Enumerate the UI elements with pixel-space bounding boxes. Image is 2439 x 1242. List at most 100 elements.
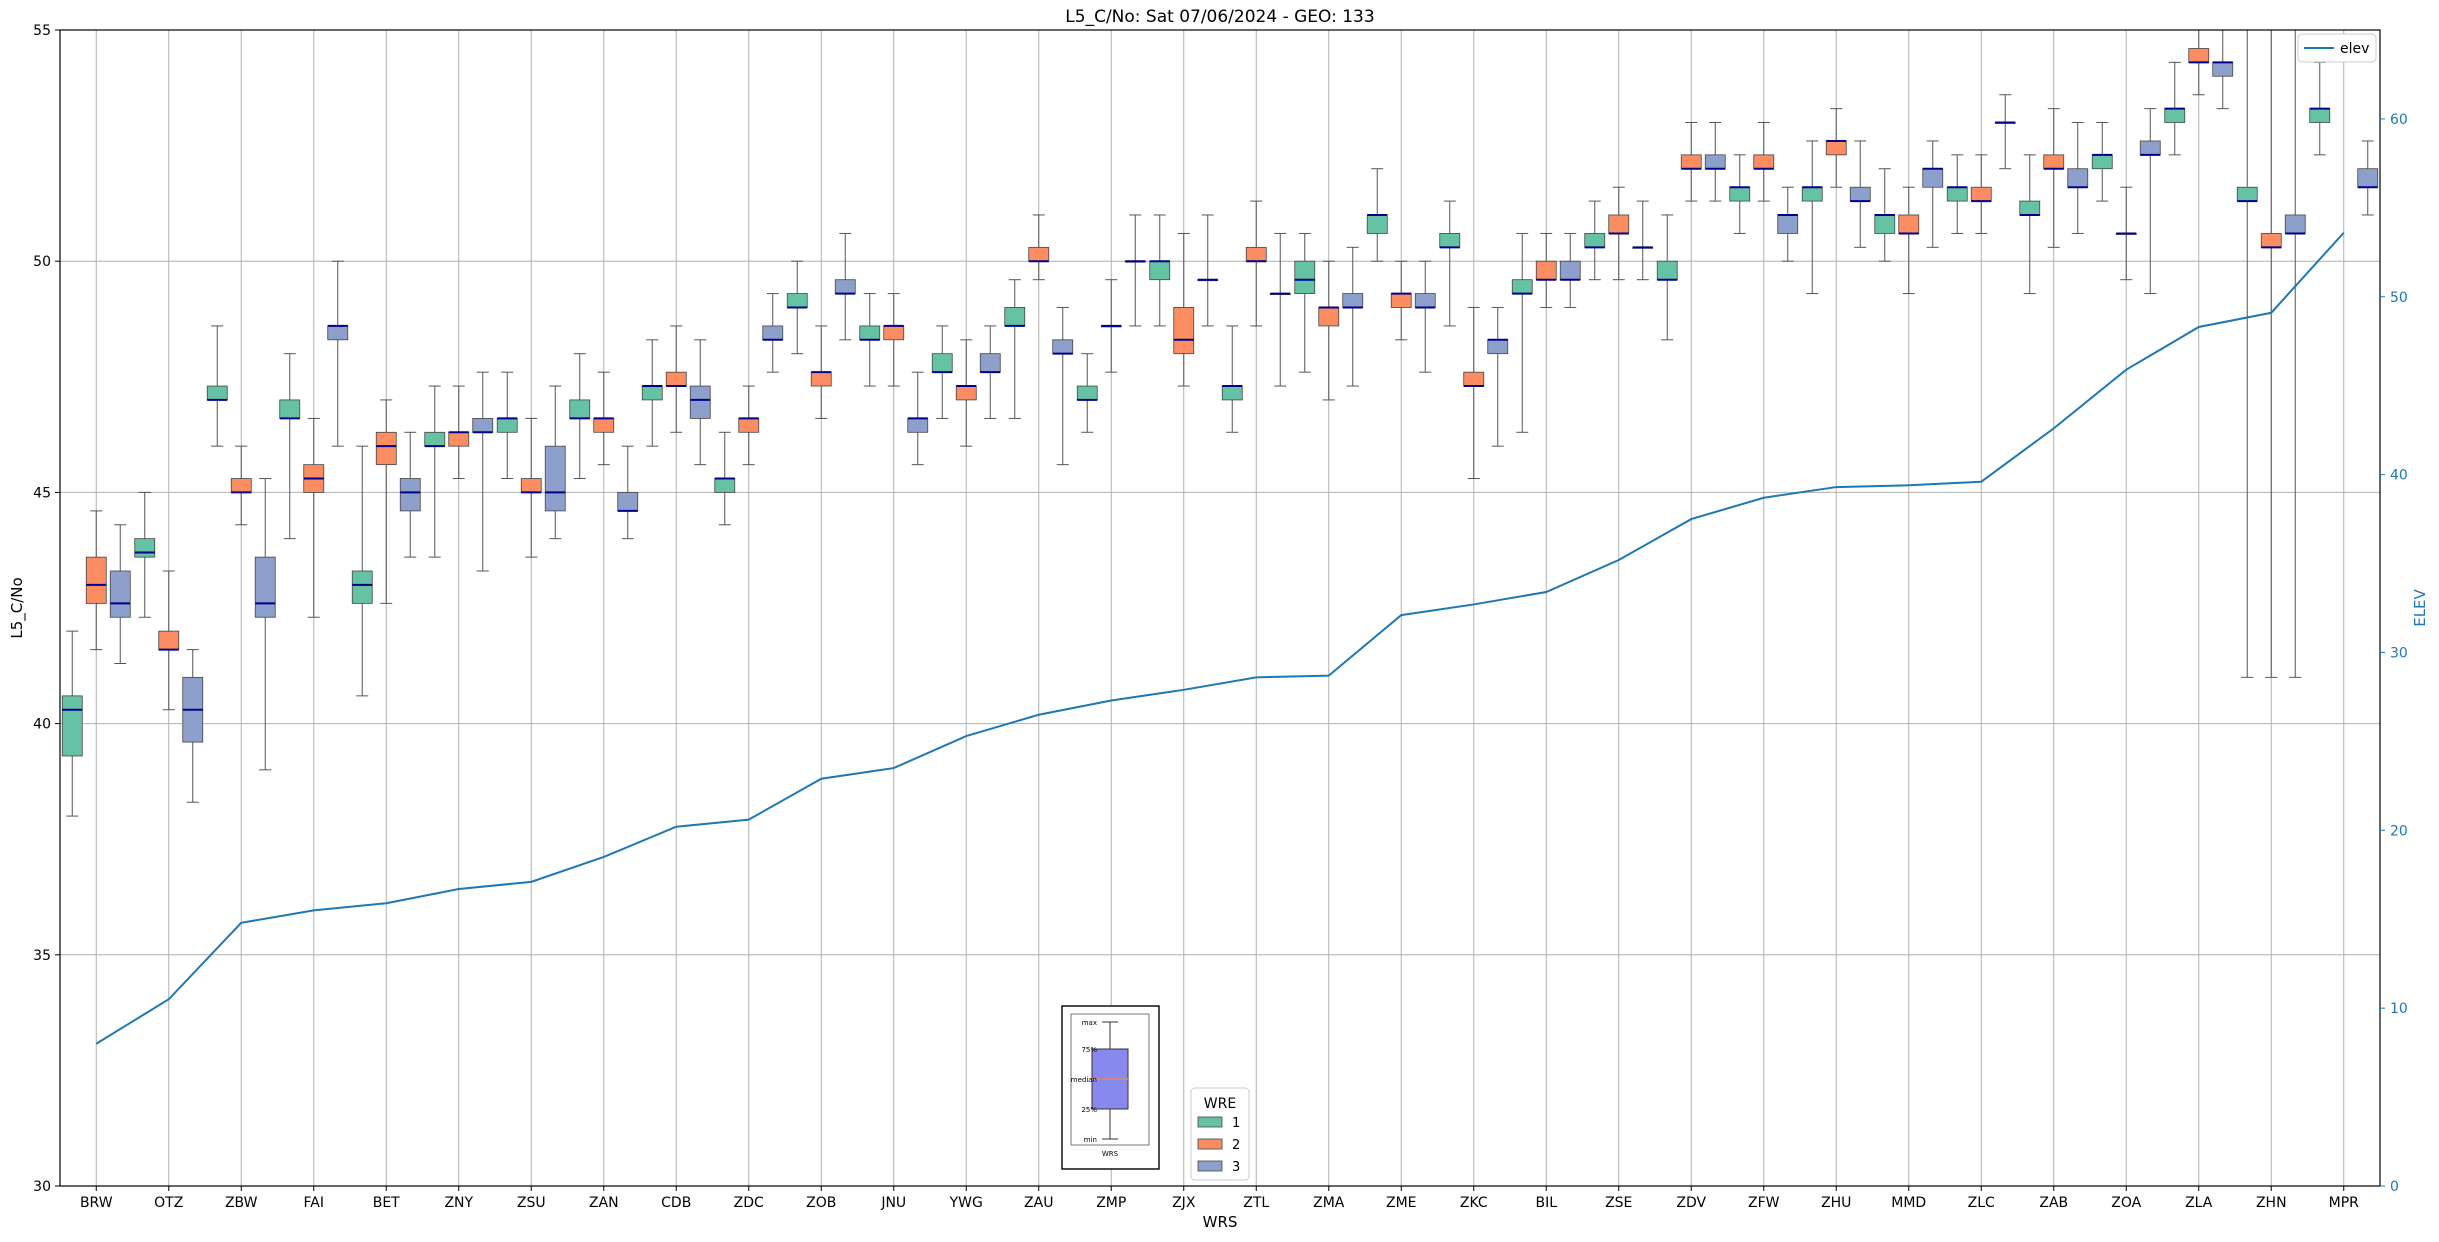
box-wre-1 [1801,186,1823,202]
legend-label-wre-3: 3 [1232,1160,1240,1175]
box-wre-1 [1946,186,1968,202]
box-wre-1 [61,695,83,757]
x-tick-label: FAI [304,1195,324,1211]
box-wre-2 [738,418,760,433]
box-wre-2 [1970,186,1992,202]
inset-label-max: max [1082,1019,1097,1027]
box-wre-2 [810,371,832,387]
box-wre-1 [2164,108,2186,123]
box-wre-3 [254,556,276,618]
y2-axis-label: ELEV [2411,588,2429,626]
chart-title: L5_C/No: Sat 07/06/2024 - GEO: 133 [1065,7,1374,27]
x-tick-label: ZOA [2111,1195,2141,1211]
box-wre-2 [2188,48,2210,63]
x-tick-label: ZAN [589,1195,619,1211]
box-wre-2 [1753,154,1775,170]
box-wre-2 [593,418,615,433]
y2-tick-label: 60 [2390,112,2408,128]
box-wre-3 [2212,61,2234,77]
y2-tick-label: 0 [2390,1179,2399,1195]
x-tick-label: ZDC [734,1195,764,1211]
box-wre-2 [1608,214,1630,234]
box-wre-1 [1874,214,1896,234]
box-wre-2 [448,431,470,447]
x-tick-label: ZAB [2039,1195,2068,1211]
elev-legend: elev [2297,33,2377,63]
box-wre-1 [424,431,446,447]
box-wre-2 [2043,154,2065,170]
box-wre-3 [689,385,711,419]
box-wre-2 [1028,246,1050,262]
box-wre-3 [979,353,1001,373]
x-tick-label: ZBW [225,1195,258,1211]
box-wre-1 [569,399,591,419]
box-wre-1 [786,293,808,308]
box-wre-3 [1777,214,1799,234]
box-wre-3 [907,418,929,433]
box-wre-1 [206,385,228,401]
box-wre-2 [1463,371,1485,387]
x-tick-label: YWG [949,1195,983,1211]
box-wre-1 [496,418,518,433]
x-tick-label: ZHN [2256,1195,2287,1211]
x-tick-label: BET [373,1195,400,1211]
inset-label-75: 75% [1081,1046,1097,1054]
y-tick-label: 30 [33,1179,51,1195]
box-wre-2 [158,630,180,651]
box-wre-1 [1294,260,1316,294]
wre-legend-frame [1190,1087,1250,1181]
box-wre-3 [1414,293,1436,308]
box-wre-3 [327,325,349,341]
box-wre-2 [665,371,687,387]
inset-label-min: min [1084,1136,1097,1144]
box-wre-2 [1680,154,1702,170]
box-wre-3 [1052,339,1074,355]
inset-caption: WRS [1102,1150,1119,1158]
box-wre-1 [2309,108,2331,123]
box-wre-1 [1004,307,1026,327]
box-wre-1 [2236,186,2258,202]
box-wre-1 [351,570,373,604]
x-tick-label: ZDV [1676,1195,1706,1211]
box-wre-2 [1245,246,1267,262]
box-wre-2 [2260,233,2282,248]
wre-legend: WRE 1 2 3 [1190,1087,1250,1181]
x-tick-label: ZAU [1024,1195,1053,1211]
box-wre-2 [520,478,542,493]
box-wre-3 [617,491,639,512]
x-tick-label: ZTL [1243,1195,1269,1211]
box-wre-3 [762,325,784,341]
box-wre-3 [1342,293,1364,308]
box-wre-1 [1439,233,1461,248]
box-wre-3 [2067,168,2089,188]
box-wre-2 [85,556,107,604]
x-tick-label: ZLC [1968,1195,1995,1211]
y2-tick-label: 50 [2390,290,2408,306]
box-wre-3 [2139,140,2161,156]
x-tick-label: ZKC [1460,1195,1488,1211]
elev-line [95,232,2345,1045]
inset-label-25: 25% [1081,1106,1097,1114]
legend-swatch-wre-1 [1197,1116,1223,1128]
elev-legend-label: elev [2340,41,2369,57]
box-wre-1 [859,325,881,341]
box-wre-1 [641,385,663,401]
box-wre-2 [883,325,905,341]
y-tick-label: 45 [33,485,51,501]
box-wre-3 [109,570,131,618]
box-wre-3 [399,478,421,512]
legend-label-wre-1: 1 [1232,1116,1240,1131]
box-wre-1 [1729,186,1751,202]
inset-label-median: median [1071,1076,1097,1084]
wre-legend-title: WRE [1204,1096,1236,1112]
y-tick-label: 35 [33,948,51,964]
box-wre-1 [1221,385,1243,401]
box-layer [61,29,2379,817]
x-tick-label: ZME [1386,1195,1417,1211]
legend-label-wre-2: 2 [1232,1138,1240,1153]
box-wre-2 [955,385,977,401]
box-wre-2 [1318,307,1340,327]
x-tick-label: ZNY [444,1195,473,1211]
